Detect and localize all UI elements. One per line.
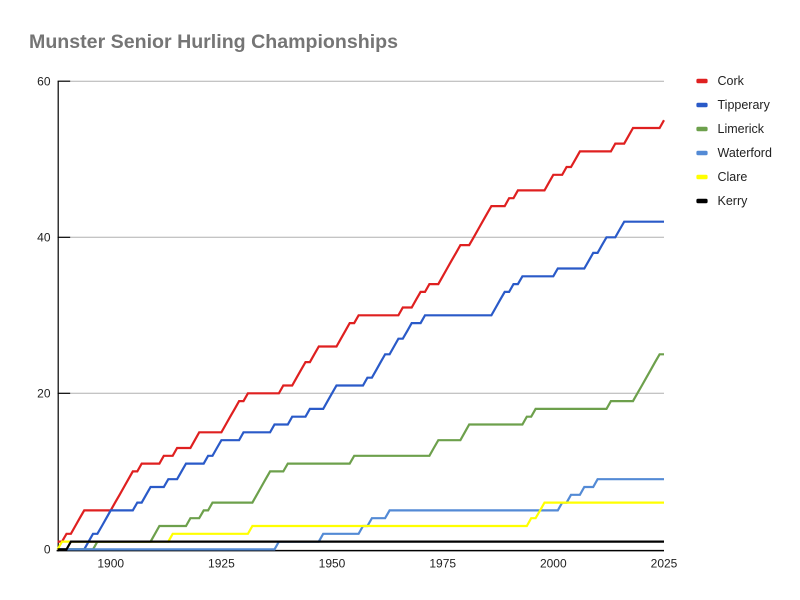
svg-text:1900: 1900 <box>97 557 124 571</box>
svg-text:1975: 1975 <box>429 557 456 571</box>
svg-text:20: 20 <box>37 387 51 401</box>
svg-text:Munster Senior Hurling Champio: Munster Senior Hurling Championships <box>29 31 398 53</box>
svg-text:40: 40 <box>37 231 51 245</box>
svg-text:Waterford: Waterford <box>718 146 772 160</box>
svg-text:2025: 2025 <box>651 557 678 571</box>
svg-text:Cork: Cork <box>718 74 745 88</box>
svg-text:Kerry: Kerry <box>718 194 749 208</box>
svg-text:Limerick: Limerick <box>718 122 765 136</box>
svg-text:60: 60 <box>37 74 51 88</box>
svg-text:1950: 1950 <box>319 557 346 571</box>
svg-text:Tipperary: Tipperary <box>718 98 771 112</box>
svg-text:Clare: Clare <box>718 170 748 184</box>
svg-text:1925: 1925 <box>208 557 235 571</box>
svg-text:2000: 2000 <box>540 557 567 571</box>
svg-text:0: 0 <box>44 543 51 557</box>
